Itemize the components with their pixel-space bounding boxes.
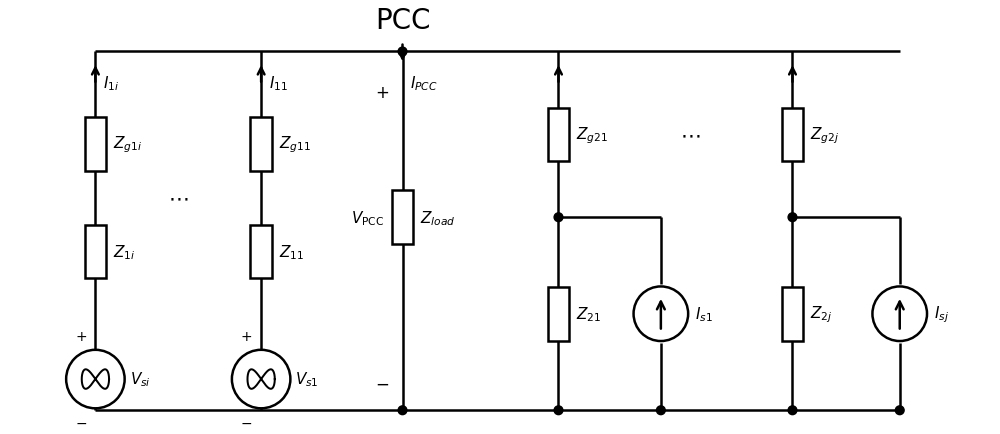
Text: $Z_{g21}$: $Z_{g21}$ bbox=[576, 125, 608, 145]
Text: $Z_{11}$: $Z_{11}$ bbox=[279, 243, 304, 261]
Bar bbox=[548, 287, 569, 341]
Circle shape bbox=[788, 406, 797, 414]
Circle shape bbox=[398, 406, 407, 414]
Text: $\cdots$: $\cdots$ bbox=[680, 125, 700, 145]
Text: $Z_{g2j}$: $Z_{g2j}$ bbox=[810, 125, 839, 145]
Circle shape bbox=[788, 214, 797, 222]
Text: $Z_{g11}$: $Z_{g11}$ bbox=[279, 135, 311, 155]
Text: $I_{1i}$: $I_{1i}$ bbox=[103, 74, 119, 93]
Text: $-$: $-$ bbox=[375, 374, 389, 392]
Bar bbox=[85, 225, 106, 279]
Text: $Z_{load}$: $Z_{load}$ bbox=[420, 208, 456, 227]
Text: $Z_{21}$: $Z_{21}$ bbox=[576, 305, 601, 323]
Text: $\cdots$: $\cdots$ bbox=[168, 188, 189, 208]
Text: $V_{\rm PCC}$: $V_{\rm PCC}$ bbox=[351, 208, 384, 227]
Text: $+$: $+$ bbox=[375, 84, 389, 102]
Bar bbox=[250, 118, 272, 171]
Text: $I_{PCC}$: $I_{PCC}$ bbox=[410, 74, 438, 93]
Text: $Z_{2j}$: $Z_{2j}$ bbox=[810, 304, 833, 324]
Circle shape bbox=[872, 287, 927, 341]
Circle shape bbox=[554, 214, 563, 222]
Text: $V_{s1}$: $V_{s1}$ bbox=[295, 370, 319, 388]
Text: $Z_{1i}$: $Z_{1i}$ bbox=[113, 243, 135, 261]
Circle shape bbox=[895, 406, 904, 414]
Text: PCC: PCC bbox=[375, 7, 430, 35]
Circle shape bbox=[232, 350, 290, 408]
Bar bbox=[85, 118, 106, 171]
Circle shape bbox=[398, 48, 407, 57]
Text: $+$: $+$ bbox=[240, 329, 253, 343]
Bar bbox=[250, 225, 272, 279]
Text: $+$: $+$ bbox=[75, 329, 87, 343]
Text: $Z_{g1i}$: $Z_{g1i}$ bbox=[113, 135, 142, 155]
Circle shape bbox=[554, 406, 563, 414]
Bar bbox=[782, 287, 803, 341]
Circle shape bbox=[66, 350, 125, 408]
Text: $I_{11}$: $I_{11}$ bbox=[269, 74, 288, 93]
Bar bbox=[548, 108, 569, 162]
Text: $I_{sj}$: $I_{sj}$ bbox=[934, 304, 949, 324]
Text: $V_{si}$: $V_{si}$ bbox=[130, 370, 150, 388]
Bar bbox=[782, 108, 803, 162]
Circle shape bbox=[634, 287, 688, 341]
Text: $-$: $-$ bbox=[75, 415, 87, 429]
Bar bbox=[392, 191, 413, 244]
Text: $I_{s1}$: $I_{s1}$ bbox=[695, 305, 713, 323]
Circle shape bbox=[656, 406, 665, 414]
Text: $-$: $-$ bbox=[240, 415, 253, 429]
